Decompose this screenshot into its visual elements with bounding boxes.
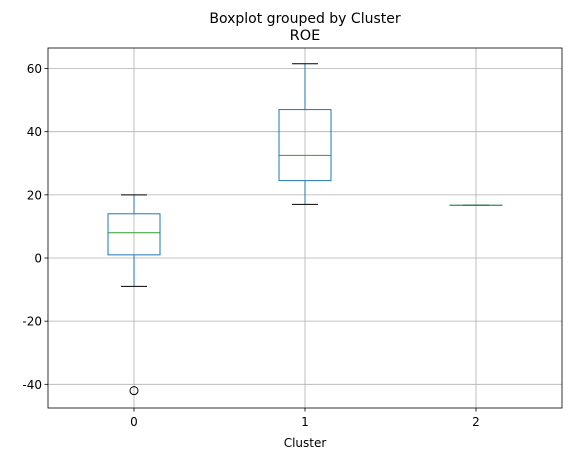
y-tick-label: 20 (27, 188, 42, 202)
x-tick-label: 1 (301, 415, 309, 429)
x-tick-label: 0 (130, 415, 138, 429)
y-tick-label: 0 (34, 252, 42, 266)
ticks: -40 -20 0 20 40 60 0 1 2 (22, 62, 479, 429)
x-axis-label: Cluster (284, 436, 327, 450)
outlier-point (129, 386, 139, 396)
x-tick-label: 2 (472, 415, 480, 429)
y-tick-label: 60 (27, 62, 42, 76)
y-tick-label: -20 (22, 315, 42, 329)
y-tick-label: 40 (27, 125, 42, 139)
box-group-cluster-1 (278, 63, 332, 205)
chart-title: ROE (290, 28, 321, 44)
boxes (107, 63, 503, 396)
box-group-cluster-0 (107, 194, 161, 396)
y-tick-label: -40 (22, 378, 42, 392)
iqr-box (107, 213, 161, 256)
chart-suptitle: Boxplot grouped by Cluster (209, 11, 400, 27)
iqr-box (278, 109, 332, 182)
